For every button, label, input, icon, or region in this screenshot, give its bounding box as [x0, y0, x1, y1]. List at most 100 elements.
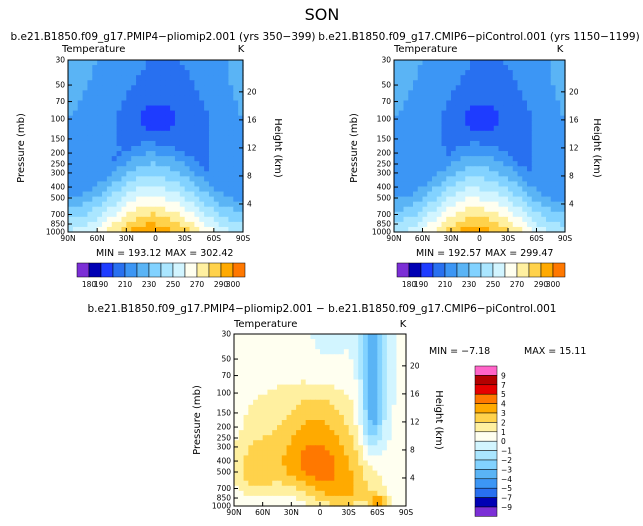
field-cell — [68, 130, 74, 137]
field-cell — [160, 151, 166, 157]
field-cell — [310, 364, 316, 371]
field-cell — [320, 420, 326, 426]
field-cell — [417, 110, 424, 117]
field-cell — [348, 435, 355, 441]
field-cell — [546, 166, 552, 172]
field-cell — [150, 226, 157, 233]
field-cell — [68, 120, 74, 127]
field-cell — [150, 130, 157, 137]
field-cell — [300, 425, 307, 431]
colorbar-swatch — [492, 262, 506, 278]
field-cell — [470, 70, 476, 76]
field-cell — [310, 369, 316, 376]
field-cell — [97, 85, 103, 91]
field-cell — [145, 191, 152, 198]
field-cell — [441, 151, 447, 157]
field-cell — [234, 475, 240, 482]
field-cell — [238, 130, 244, 137]
field-cell — [277, 414, 283, 421]
field-cell — [189, 60, 195, 66]
field-cell — [102, 85, 108, 91]
field-cell — [465, 120, 471, 127]
field-cell — [277, 364, 283, 371]
field-cell — [184, 80, 191, 86]
field-cell — [398, 65, 405, 71]
field-cell — [408, 125, 414, 132]
field-cell — [174, 206, 181, 213]
field-cell — [522, 95, 528, 102]
field-cell — [436, 201, 443, 208]
field-cell — [267, 445, 273, 451]
field-cell — [281, 374, 288, 381]
field-cell — [324, 399, 331, 406]
field-cell — [403, 65, 409, 71]
field-cell — [508, 201, 514, 208]
field-cell — [126, 135, 132, 142]
colorbar-label: 1 — [501, 428, 506, 437]
field-cell — [408, 70, 414, 76]
field-cell — [531, 95, 538, 102]
field-cell — [165, 75, 171, 81]
field-cell — [126, 191, 132, 198]
field-cell — [184, 211, 191, 218]
field-cell — [427, 65, 433, 71]
field-cell — [503, 110, 509, 117]
field-cell — [179, 146, 186, 152]
field-cell — [140, 151, 147, 157]
field-cell — [401, 490, 407, 497]
field-cell — [165, 191, 171, 198]
field-cell — [479, 95, 485, 102]
field-cell — [484, 146, 490, 152]
field-cell — [422, 176, 428, 183]
field-cell — [353, 425, 359, 431]
field-cell — [228, 151, 234, 157]
field-cell — [257, 369, 264, 376]
field-cell — [503, 181, 509, 188]
field-cell — [233, 120, 239, 127]
field-cell — [460, 216, 466, 223]
field-cell — [300, 369, 307, 376]
colorbar-label: −1 — [501, 447, 512, 456]
field-cell — [348, 470, 355, 477]
field-cell — [277, 359, 283, 365]
field-cell — [555, 90, 561, 97]
field-cell — [377, 475, 383, 482]
field-cell — [493, 60, 500, 66]
field-cell — [72, 100, 79, 107]
field-cell — [517, 95, 523, 102]
field-cell — [126, 130, 132, 137]
field-cell — [503, 100, 509, 107]
field-cell — [353, 445, 359, 451]
field-cell — [555, 191, 561, 198]
field-cell — [474, 196, 481, 203]
field-cell — [353, 379, 359, 386]
field-cell — [68, 186, 74, 193]
field-cell — [503, 120, 509, 127]
field-cell — [145, 166, 152, 172]
field-cell — [460, 140, 466, 147]
field-cell — [503, 151, 509, 157]
field-cell — [432, 60, 438, 66]
field-cell — [97, 181, 103, 188]
field-cell — [184, 105, 191, 112]
field-cell — [136, 100, 142, 107]
field-cell — [348, 369, 355, 376]
field-cell — [498, 171, 504, 177]
y-tick-label: 500 — [377, 194, 392, 203]
field-cell — [189, 65, 195, 71]
field-cell — [508, 135, 514, 142]
field-cell — [257, 344, 264, 350]
field-cell — [353, 414, 359, 421]
field-cell — [498, 90, 504, 97]
field-cell — [493, 125, 500, 132]
field-cell — [165, 161, 171, 167]
field-cell — [550, 181, 557, 188]
field-cell — [339, 490, 345, 497]
field-cell — [398, 75, 405, 81]
field-cell — [536, 221, 542, 228]
field-cell — [460, 105, 466, 112]
field-cell — [315, 495, 321, 502]
colorbar-label: −2 — [501, 456, 512, 465]
field-cell — [432, 140, 438, 147]
